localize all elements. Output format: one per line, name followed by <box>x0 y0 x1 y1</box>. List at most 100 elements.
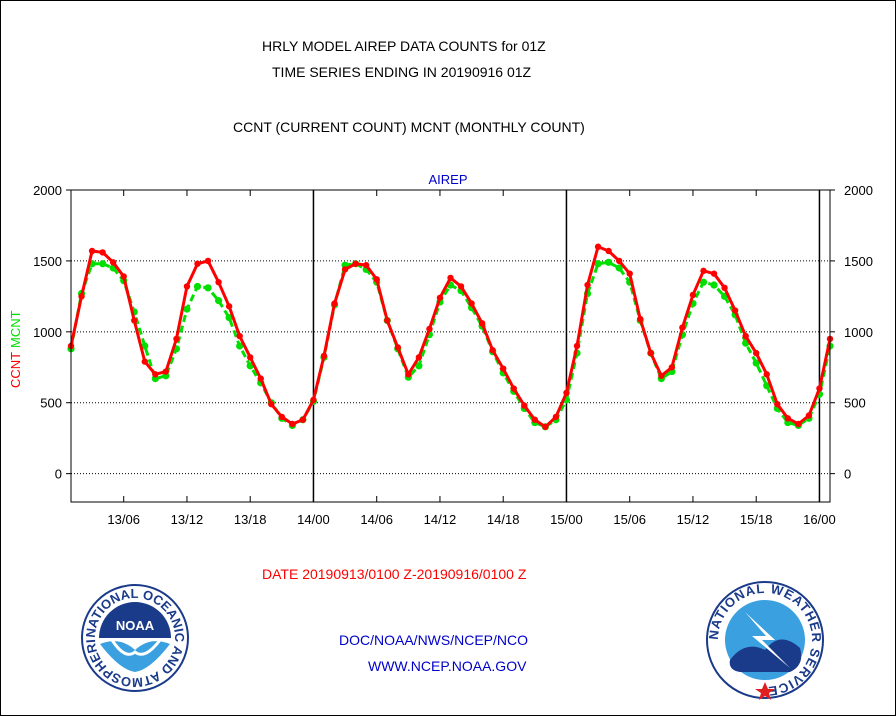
data-point-ccnt <box>521 402 528 409</box>
data-point-ccnt <box>478 320 486 327</box>
data-point-mcnt <box>699 278 708 286</box>
data-point-ccnt <box>658 372 665 379</box>
page-title: HRLY MODEL AIREP DATA COUNTS for 01Z <box>262 38 546 54</box>
page-subtitle: TIME SERIES ENDING IN 20190916 01Z <box>272 64 532 80</box>
data-point-ccnt <box>784 415 792 422</box>
data-point-ccnt <box>542 423 549 431</box>
svg-text:NATIONAL OCEANIC AND ATMOSPHER: NATIONAL OCEANIC AND ATMOSPHERIC ADMINIS… <box>0 0 187 690</box>
data-point-ccnt <box>183 283 191 290</box>
data-point-ccnt <box>489 347 496 354</box>
nws-logo: NATIONAL WEATHER SERVICE <box>706 581 824 700</box>
data-point-ccnt <box>700 267 707 275</box>
data-point-ccnt <box>268 400 275 408</box>
data-point-ccnt <box>457 283 465 290</box>
data-point-ccnt <box>225 303 233 310</box>
data-point-ccnt <box>299 416 307 423</box>
data-point-ccnt <box>500 365 507 372</box>
y-tick-label-left: 1500 <box>33 254 62 269</box>
data-point-mcnt <box>605 258 613 266</box>
data-point-ccnt <box>805 412 813 419</box>
data-point-ccnt <box>426 325 433 333</box>
y-tick-label-left: 1000 <box>33 325 62 340</box>
day-boundary-lines <box>312 190 821 502</box>
y-axis-label-ccnt: CCNT <box>8 352 23 388</box>
data-point-ccnt <box>816 385 823 392</box>
plot-area-border <box>70 189 831 503</box>
data-point-ccnt <box>362 261 370 269</box>
star-icon <box>755 682 775 700</box>
data-point-ccnt <box>173 335 180 343</box>
series-layer <box>67 243 834 431</box>
data-point-mcnt <box>594 260 602 268</box>
data-point-mcnt <box>415 362 423 370</box>
noaa-logo: NATIONAL OCEANIC AND ATMOSPHERIC ADMINIS… <box>0 0 189 692</box>
data-point-mcnt <box>615 264 623 272</box>
data-point-ccnt <box>415 354 423 361</box>
data-point-ccnt <box>742 332 749 340</box>
data-point-ccnt <box>204 257 212 265</box>
x-tick-label: 14/00 <box>297 512 330 527</box>
url-line: WWW.NCEP.NOAA.GOV <box>368 658 527 674</box>
data-point-ccnt <box>331 300 338 307</box>
data-point-ccnt <box>763 371 770 378</box>
data-point-ccnt <box>373 276 380 283</box>
data-point-ccnt <box>679 324 686 331</box>
data-point-ccnt <box>436 294 444 301</box>
data-point-ccnt <box>668 364 676 371</box>
data-point-ccnt <box>141 358 148 365</box>
data-point-ccnt <box>320 352 328 360</box>
data-point-ccnt <box>795 420 802 428</box>
data-point-ccnt <box>584 281 591 289</box>
data-point-ccnt <box>605 247 612 255</box>
data-point-ccnt <box>131 317 138 324</box>
data-point-ccnt <box>774 400 781 408</box>
y-tick-label-left: 0 <box>55 467 62 482</box>
data-point-ccnt <box>637 315 644 323</box>
y-tick-label-right: 500 <box>844 396 866 411</box>
data-point-ccnt <box>152 371 159 378</box>
data-point-ccnt <box>236 332 243 340</box>
data-point-mcnt <box>141 342 149 350</box>
data-point-ccnt <box>647 349 654 357</box>
data-point-ccnt <box>753 349 760 357</box>
data-point-ccnt <box>563 389 570 396</box>
y-tick-label-right: 0 <box>844 467 851 482</box>
data-point-ccnt <box>215 278 222 286</box>
x-tick-label: 15/06 <box>613 512 646 527</box>
y-tick-label-left: 500 <box>40 396 62 411</box>
x-tick-label: 14/12 <box>424 512 457 527</box>
x-tick-label: 13/18 <box>234 512 267 527</box>
data-point-ccnt <box>689 291 697 299</box>
y-tick-label-left: 2000 <box>33 183 62 198</box>
data-point-ccnt <box>120 273 127 280</box>
data-point-mcnt <box>236 342 244 350</box>
data-point-ccnt <box>99 249 106 256</box>
data-point-ccnt <box>109 259 117 266</box>
data-point-ccnt <box>594 243 602 250</box>
data-point-ccnt <box>447 274 454 282</box>
data-point-ccnt <box>289 420 296 428</box>
data-point-ccnt <box>247 354 254 361</box>
y-tick-label-right: 1000 <box>844 325 873 340</box>
data-point-ccnt <box>88 247 96 255</box>
data-point-mcnt <box>99 260 107 268</box>
x-tick-label: 13/06 <box>107 512 140 527</box>
x-tick-label: 15/12 <box>677 512 710 527</box>
x-tick-label: 15/18 <box>740 512 773 527</box>
data-point-mcnt <box>710 281 718 289</box>
data-point-ccnt <box>531 416 539 423</box>
noaa-logo-text: NOAA <box>116 618 155 633</box>
x-tick-label: 14/18 <box>487 512 520 527</box>
data-point-ccnt <box>384 317 391 324</box>
axes: 0 0 500 500 1000 1000 1500 1500 2000 2000 13/06 13/… <box>33 183 873 527</box>
y-tick-label-right: 1500 <box>844 254 873 269</box>
data-point-ccnt <box>341 266 349 273</box>
x-tick-label: 13/12 <box>171 512 204 527</box>
y-tick-label-right: 2000 <box>844 183 873 198</box>
x-tick-label: 15/00 <box>550 512 583 527</box>
data-point-ccnt <box>615 257 623 265</box>
data-point-ccnt <box>510 385 517 392</box>
date-range: DATE 20190913/0100 Z-20190916/0100 Z <box>262 566 527 582</box>
data-point-ccnt <box>626 270 633 277</box>
